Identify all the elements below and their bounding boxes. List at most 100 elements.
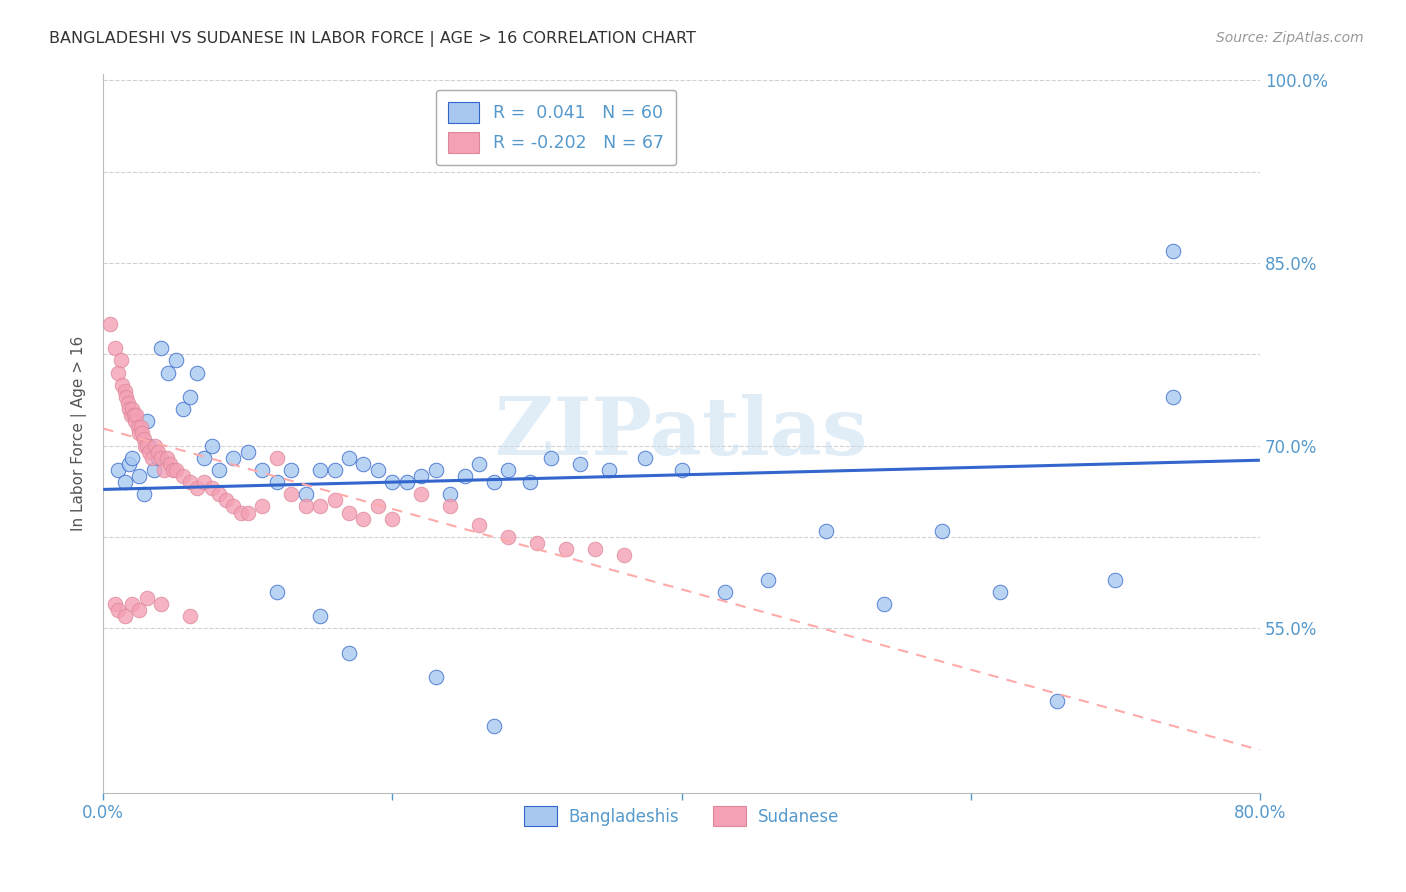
Point <box>337 506 360 520</box>
Point <box>309 500 332 514</box>
Point <box>124 414 146 428</box>
Point <box>931 524 953 538</box>
Point <box>252 463 274 477</box>
Point <box>131 426 153 441</box>
Point <box>138 439 160 453</box>
Point <box>146 444 169 458</box>
Point <box>208 463 231 477</box>
Point <box>367 500 389 514</box>
Y-axis label: In Labor Force | Age > 16: In Labor Force | Age > 16 <box>72 335 87 531</box>
Point <box>381 511 404 525</box>
Point <box>114 609 136 624</box>
Point <box>150 450 173 465</box>
Point <box>179 609 201 624</box>
Point <box>309 609 332 624</box>
Text: Source: ZipAtlas.com: Source: ZipAtlas.com <box>1216 31 1364 45</box>
Point <box>671 463 693 477</box>
Point <box>110 353 132 368</box>
Point <box>482 475 505 489</box>
Point <box>141 450 163 465</box>
Point <box>186 366 208 380</box>
Point <box>468 517 491 532</box>
Point <box>215 493 238 508</box>
Point <box>425 463 447 477</box>
Point <box>411 487 433 501</box>
Point <box>381 475 404 489</box>
Point <box>193 450 215 465</box>
Point <box>111 377 134 392</box>
Point <box>266 584 288 599</box>
Point <box>337 450 360 465</box>
Point <box>100 317 122 331</box>
Point <box>127 420 149 434</box>
Point <box>294 487 316 501</box>
Point <box>121 597 143 611</box>
Point <box>280 487 302 501</box>
Point <box>1161 390 1184 404</box>
Point <box>179 390 201 404</box>
Point <box>323 463 346 477</box>
Point <box>114 384 136 398</box>
Point <box>107 463 129 477</box>
Point <box>122 408 145 422</box>
Point <box>150 341 173 355</box>
Point <box>135 591 157 605</box>
Point <box>118 457 141 471</box>
Point <box>128 603 150 617</box>
Point <box>118 402 141 417</box>
Point <box>129 420 152 434</box>
Point <box>165 353 187 368</box>
Point <box>172 402 194 417</box>
Point <box>157 366 180 380</box>
Point <box>411 469 433 483</box>
Point <box>294 500 316 514</box>
Point <box>714 584 737 599</box>
Point <box>266 450 288 465</box>
Point <box>468 457 491 471</box>
Point <box>280 463 302 477</box>
Point <box>142 463 165 477</box>
Point <box>165 463 187 477</box>
Point <box>496 463 519 477</box>
Point <box>156 450 179 465</box>
Point <box>309 463 332 477</box>
Point <box>172 469 194 483</box>
Point <box>186 481 208 495</box>
Point <box>598 463 620 477</box>
Point <box>353 457 375 471</box>
Point <box>107 366 129 380</box>
Point <box>117 396 139 410</box>
Point <box>425 670 447 684</box>
Point <box>201 481 224 495</box>
Point <box>201 439 224 453</box>
Point <box>121 402 143 417</box>
Point <box>134 439 156 453</box>
Point <box>554 542 576 557</box>
Point <box>162 463 184 477</box>
Point <box>395 475 418 489</box>
Point <box>135 414 157 428</box>
Legend: Bangladeshis, Sudanese: Bangladeshis, Sudanese <box>516 797 848 835</box>
Point <box>114 475 136 489</box>
Point <box>236 506 259 520</box>
Point <box>229 506 252 520</box>
Point <box>1104 573 1126 587</box>
Text: BANGLADESHI VS SUDANESE IN LABOR FORCE | AGE > 16 CORRELATION CHART: BANGLADESHI VS SUDANESE IN LABOR FORCE |… <box>49 31 696 47</box>
Point <box>143 439 166 453</box>
Point <box>439 487 461 501</box>
Point <box>138 444 160 458</box>
Point <box>236 444 259 458</box>
Point <box>125 408 148 422</box>
Point <box>115 390 138 404</box>
Point <box>104 597 127 611</box>
Point <box>153 463 176 477</box>
Point <box>1161 244 1184 258</box>
Point <box>266 475 288 489</box>
Point <box>439 500 461 514</box>
Point <box>132 433 155 447</box>
Point <box>988 584 1011 599</box>
Point <box>482 719 505 733</box>
Point <box>634 450 657 465</box>
Text: ZIPatlas: ZIPatlas <box>495 394 868 473</box>
Point <box>150 597 173 611</box>
